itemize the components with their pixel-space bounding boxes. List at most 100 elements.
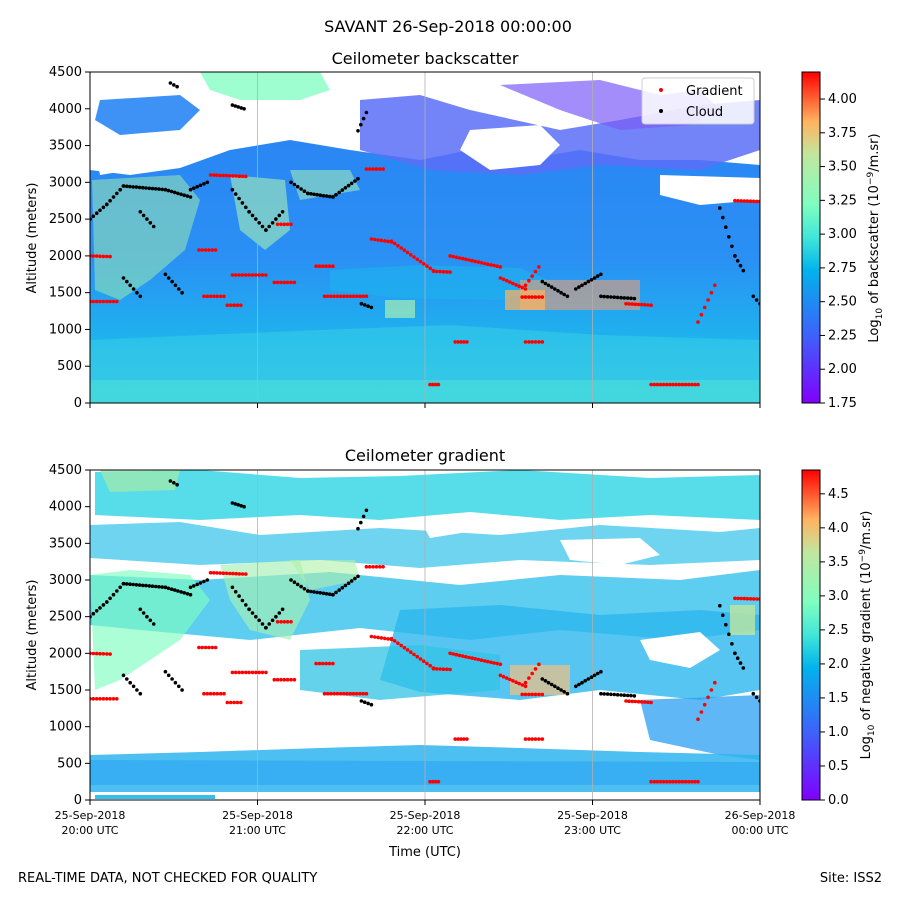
gradient-marker <box>260 273 265 277</box>
cloud-marker <box>244 603 248 607</box>
gradient-marker <box>755 199 759 204</box>
gradient-marker <box>197 248 201 252</box>
gradient-marker <box>369 237 374 241</box>
gradient-marker <box>748 199 753 203</box>
cloud-marker <box>359 520 363 525</box>
cloud-marker <box>595 274 600 278</box>
gradient-marker <box>520 683 525 687</box>
cloud-marker <box>128 582 132 586</box>
cloud-marker <box>179 192 183 197</box>
gradient-marker <box>462 340 466 344</box>
colorbar-tick-label: 2.50 <box>828 295 857 310</box>
colorbar-tick-label: 2.25 <box>828 328 857 343</box>
cloud-marker <box>163 669 168 674</box>
gradient-marker <box>399 643 404 648</box>
cloud-marker <box>312 590 316 594</box>
gradient-marker <box>244 174 248 179</box>
gradient-marker <box>351 294 356 299</box>
cloud-marker <box>175 482 179 487</box>
gradient-marker <box>674 382 678 387</box>
cloud-marker <box>353 179 357 183</box>
cloud-marker <box>629 693 633 698</box>
gradient-marker <box>279 222 283 227</box>
gradient-marker <box>264 273 268 277</box>
cloud-marker <box>188 195 193 199</box>
footer-site: Site: ISS2 <box>820 871 882 886</box>
cloud-marker <box>257 618 262 623</box>
gradient-marker <box>383 636 387 641</box>
legend: Gradient Cloud <box>641 77 755 125</box>
gradient-marker <box>218 294 223 299</box>
gradient-marker <box>373 635 377 639</box>
cloud-marker <box>580 283 584 288</box>
cloud-marker <box>141 185 145 190</box>
gradient-marker <box>448 667 452 672</box>
gradient-marker <box>237 670 241 675</box>
gradient-marker <box>492 661 496 665</box>
colorbar-tick-label: 4.00 <box>828 92 857 107</box>
colorbar-tick-label: 2.5 <box>828 623 849 638</box>
cloud-marker <box>94 211 99 215</box>
cloud-marker <box>230 585 235 590</box>
cloud-marker <box>361 116 366 121</box>
gradient-marker <box>322 294 327 299</box>
cloud-marker <box>306 191 310 196</box>
gradient-marker <box>221 571 226 575</box>
gradient-marker <box>358 294 362 299</box>
gradient-marker <box>208 570 213 575</box>
gradient-marker <box>345 294 349 299</box>
gradient-marker <box>364 691 369 696</box>
gradient-marker <box>498 673 503 678</box>
gradient-marker <box>665 382 669 387</box>
cloud-marker <box>321 193 326 198</box>
gradient-marker <box>709 688 714 692</box>
gradient-marker <box>342 294 346 299</box>
cloud-marker <box>144 186 148 190</box>
cloud-marker <box>632 694 637 698</box>
cloud-marker <box>141 583 145 588</box>
cloud-marker <box>622 296 627 300</box>
gradient-marker <box>652 382 657 387</box>
cloud-marker <box>718 206 722 210</box>
cloud-marker <box>366 701 370 706</box>
gradient-marker <box>322 691 327 696</box>
gradient-marker <box>627 302 631 306</box>
cloud-marker <box>260 622 265 626</box>
gradient-marker <box>476 260 481 264</box>
y-tick-label: 0 <box>74 793 82 808</box>
gradient-marker <box>527 676 531 680</box>
gradient-marker <box>415 257 420 262</box>
gradient-marker <box>224 571 229 576</box>
gradient-marker <box>445 667 449 672</box>
cloud-marker <box>128 184 132 189</box>
cloud-marker <box>166 673 171 678</box>
gradient-marker <box>428 779 432 784</box>
gradient-marker <box>240 174 245 179</box>
cloud-marker <box>721 215 725 220</box>
gradient-marker <box>94 697 99 701</box>
gradient-marker <box>210 248 215 252</box>
gradient-marker <box>218 173 222 178</box>
cloud-marker <box>277 611 282 615</box>
cloud-marker <box>324 194 329 198</box>
gradient-marker <box>392 639 397 643</box>
gradient-marker <box>348 294 353 299</box>
cloud-marker <box>135 688 139 692</box>
gradient-marker <box>431 269 436 274</box>
figure-suptitle: SAVANT 26-Sep-2018 00:00:00 <box>324 17 572 36</box>
gradient-marker <box>742 199 747 203</box>
gradient-marker <box>530 295 534 299</box>
cloud-marker <box>91 611 96 616</box>
gradient-marker <box>231 174 235 178</box>
colorbar-tick-label: 2.75 <box>828 261 857 276</box>
cloud-marker <box>553 287 557 291</box>
cloud-marker <box>145 217 149 221</box>
cloud-marker <box>592 673 597 678</box>
gradient-marker <box>702 702 707 707</box>
gradient-marker <box>686 779 691 784</box>
gradient-marker <box>693 779 697 784</box>
gradient-marker <box>285 222 290 227</box>
cloud-marker <box>240 201 245 205</box>
cloud-marker <box>754 695 759 700</box>
colorbar-tick-label: 3.00 <box>828 227 857 242</box>
